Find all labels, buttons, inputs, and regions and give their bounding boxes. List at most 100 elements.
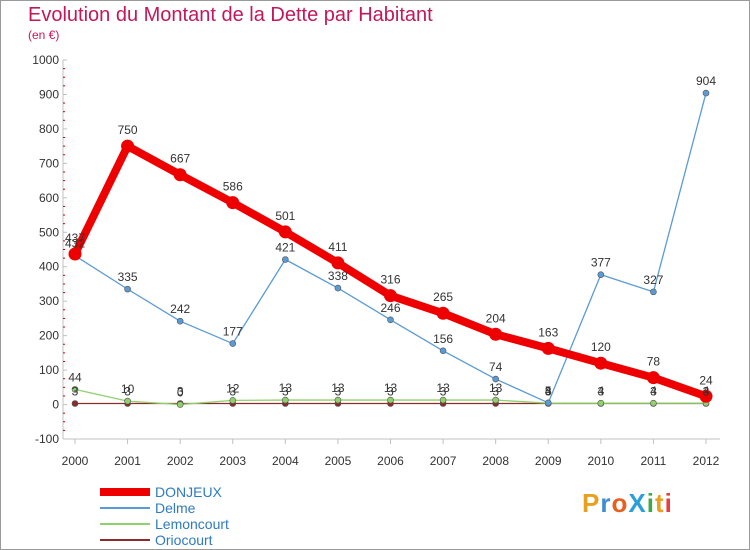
data-point-donjeux: [489, 327, 503, 341]
y-tick-label: 700: [39, 156, 59, 170]
data-label-lemoncourt: 4: [703, 384, 710, 398]
y-tick-label: 0: [52, 398, 59, 412]
data-point-delme: [702, 89, 710, 97]
data-point-lemoncourt: [71, 386, 79, 393]
data-point-donjeux: [646, 371, 660, 385]
y-tick-label: 600: [39, 191, 59, 205]
x-tick-label: 2004: [272, 454, 299, 468]
data-point-delme: [229, 340, 237, 347]
proxiti-logo: ProXiti: [582, 488, 673, 519]
data-label-lemoncourt: 13: [436, 381, 450, 395]
logo-letter: P: [582, 488, 601, 518]
data-label-lemoncourt: 0: [177, 386, 184, 400]
data-label-donjeux: 586: [223, 180, 243, 194]
x-tick-label: 2001: [114, 454, 141, 468]
series-line-delme: [74, 92, 707, 404]
data-point-donjeux: [331, 256, 345, 270]
data-label-lemoncourt: 13: [279, 381, 293, 395]
data-point-lemoncourt: [176, 401, 184, 408]
data-label-oriocourt: 3: [282, 385, 289, 399]
legend-label: Lemoncourt: [155, 516, 229, 532]
legend-item-delme: Delme: [100, 500, 229, 516]
data-point-lemoncourt: [282, 396, 289, 404]
x-tick-label: 2010: [587, 454, 614, 468]
y-tick-label: 300: [39, 294, 59, 308]
data-label-delme: 177: [223, 325, 243, 339]
data-point-donjeux: [594, 356, 608, 370]
data-label-donjeux: 316: [380, 273, 400, 287]
y-tick-label: 1000: [32, 53, 59, 67]
data-label-oriocourt: 3: [492, 385, 499, 399]
data-label-oriocourt: 3: [545, 385, 552, 399]
data-label-donjeux: 501: [275, 209, 295, 223]
data-point-donjeux: [541, 341, 555, 355]
data-point-delme: [282, 256, 289, 263]
data-point-donjeux: [226, 196, 240, 210]
data-label-donjeux: 120: [591, 340, 611, 354]
data-label-delme: 5: [545, 384, 552, 398]
data-label-lemoncourt: 13: [331, 381, 345, 395]
data-label-lemoncourt: 13: [384, 381, 398, 395]
data-label-delme: 335: [118, 270, 138, 284]
y-tick-label: 100: [39, 363, 59, 377]
x-tick-label: 2007: [430, 454, 457, 468]
data-label-delme: 338: [328, 269, 348, 283]
data-point-delme: [492, 375, 499, 383]
legend-swatch: [100, 488, 150, 496]
data-label-lemoncourt: 44: [68, 370, 82, 384]
y-tick-label: -100: [35, 432, 59, 446]
data-label-oriocourt: 3: [229, 385, 236, 399]
data-label-delme: 246: [380, 301, 400, 315]
data-label-delme: 432: [65, 237, 85, 251]
data-label-delme: 74: [489, 360, 503, 374]
data-label-lemoncourt: 13: [489, 381, 503, 395]
data-point-lemoncourt: [439, 396, 447, 404]
data-label-oriocourt: 3: [387, 385, 394, 399]
data-point-lemoncourt: [334, 396, 342, 404]
data-label-donjeux: 24: [699, 373, 713, 387]
legend-item-lemoncourt: Lemoncourt: [100, 516, 229, 532]
chart-title: Evolution du Montant de la Dette par Hab…: [28, 4, 433, 26]
data-point-delme: [387, 316, 394, 324]
logo-letter: i: [646, 488, 655, 518]
data-point-donjeux: [121, 139, 135, 153]
logo-letter: X: [628, 488, 647, 518]
x-tick-label: 2009: [535, 454, 562, 468]
legend-item-oriocourt: Oriocourt: [100, 532, 229, 548]
data-point-donjeux: [436, 306, 450, 320]
data-point-donjeux: [68, 247, 82, 261]
data-label-delme: 904: [696, 74, 716, 88]
logo-letter: i: [664, 488, 673, 518]
data-point-lemoncourt: [597, 399, 605, 407]
data-point-donjeux: [699, 389, 713, 403]
data-point-delme: [334, 284, 342, 292]
y-tick-label: 500: [39, 225, 59, 239]
x-tick-label: 2008: [482, 454, 509, 468]
data-point-delme: [176, 317, 184, 325]
logo-letter: o: [611, 488, 629, 518]
data-point-oriocourt: [71, 400, 79, 407]
data-label-lemoncourt: 12: [226, 381, 240, 395]
data-point-donjeux: [173, 168, 187, 182]
data-label-lemoncourt: 4: [545, 384, 552, 398]
data-label-lemoncourt: 4: [597, 384, 604, 398]
x-tick-label: 2000: [62, 454, 89, 468]
data-label-donjeux: 411: [328, 240, 347, 254]
data-label-donjeux: 78: [647, 355, 661, 369]
legend-swatch: [100, 507, 150, 509]
data-point-lemoncourt: [650, 399, 657, 407]
x-tick-label: 2005: [325, 454, 352, 468]
data-point-donjeux: [384, 289, 397, 303]
data-label-donjeux: 163: [538, 325, 558, 339]
data-point-lemoncourt: [229, 397, 237, 404]
axes: -100010020030040050060070080090010002000…: [32, 53, 720, 468]
legend-item-donjeux: DONJEUX: [100, 484, 229, 500]
y-tick-label: 900: [39, 87, 59, 101]
x-tick-label: 2003: [219, 454, 246, 468]
data-label-donjeux: 437: [65, 231, 85, 245]
logo-letter: t: [654, 488, 665, 518]
data-label-donjeux: 265: [433, 290, 453, 304]
data-point-delme: [597, 271, 605, 278]
